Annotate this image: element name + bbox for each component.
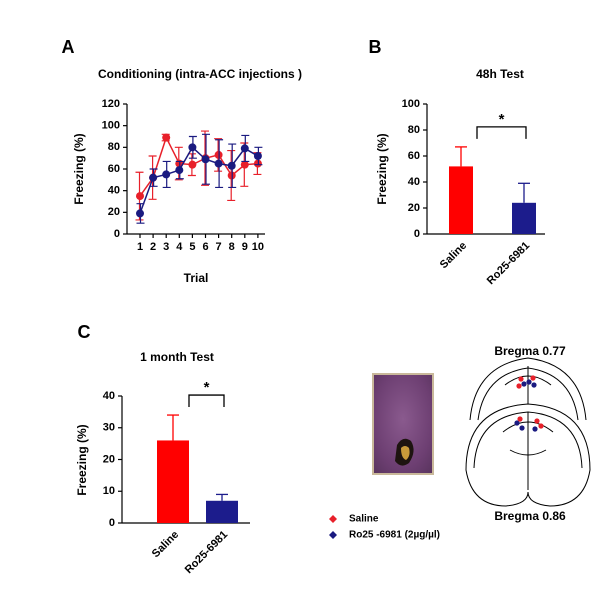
- significance-bracket: [476, 126, 527, 139]
- annotation: *: [499, 111, 505, 128]
- x-tick-label: 10: [252, 241, 264, 253]
- y-tick-label: 20: [103, 453, 115, 465]
- point: [175, 166, 184, 175]
- y-tick-label: 80: [108, 141, 120, 153]
- y-tick-label: 40: [108, 185, 120, 197]
- injection-sites: [514, 375, 544, 432]
- y-tick-label: 0: [414, 228, 420, 240]
- panel-label: B: [369, 37, 382, 57]
- y-tick-label: 100: [102, 120, 120, 132]
- series-line: [139, 135, 258, 197]
- y-tick-label: 100: [402, 98, 420, 110]
- legend-marker: [329, 531, 337, 539]
- y-tick-label: 120: [102, 98, 120, 110]
- x-tick-label: 9: [242, 241, 248, 253]
- bar: [449, 166, 473, 234]
- bar: [157, 440, 189, 523]
- y-tick-label: 80: [408, 124, 420, 136]
- chart-title: 48h Test: [476, 67, 524, 81]
- legend-label: Saline: [349, 514, 379, 525]
- x-tick-label: 2: [150, 241, 156, 253]
- y-tick-label: 20: [408, 202, 420, 214]
- panel-label: A: [62, 37, 75, 57]
- y-tick-label: 0: [109, 517, 115, 529]
- bar: [206, 500, 238, 523]
- y-tick-label: 40: [103, 390, 115, 402]
- x-tick-label: Ro25-6981: [485, 240, 532, 287]
- point: [136, 192, 144, 201]
- y-tick-label: 60: [108, 163, 120, 175]
- point: [162, 133, 171, 142]
- chart-title: Conditioning (intra-ACC injections ): [98, 67, 302, 81]
- point: [201, 155, 210, 164]
- point: [227, 161, 236, 170]
- annotation: *: [204, 379, 210, 396]
- legend: Saline Ro25 -6981 (2µg/µl): [329, 514, 440, 541]
- point: [214, 159, 223, 168]
- point: [188, 143, 197, 152]
- bar: [512, 202, 536, 234]
- x-tick-label: 1: [137, 241, 143, 253]
- y-tick-label: 0: [114, 228, 120, 240]
- x-axis-label: Trial: [184, 271, 209, 285]
- point: [136, 209, 144, 218]
- bregma-label: Bregma 0.86: [494, 509, 566, 523]
- point: [149, 173, 158, 182]
- chart-title: 1 month Test: [140, 350, 214, 364]
- y-axis-label: Freezing (%): [72, 133, 86, 204]
- bregma-label: Bregma 0.77: [494, 344, 566, 358]
- y-tick-label: 60: [408, 150, 420, 162]
- y-axis-label: Freezing (%): [75, 424, 89, 495]
- y-tick-label: 10: [103, 485, 115, 497]
- x-tick-label: 7: [216, 241, 222, 253]
- x-tick-label: 6: [202, 241, 208, 253]
- x-tick-label: 4: [176, 241, 183, 253]
- point: [162, 170, 171, 179]
- x-tick-label: 8: [229, 241, 235, 253]
- x-tick-label: 3: [163, 241, 169, 253]
- x-tick-label: 5: [189, 241, 195, 253]
- point: [240, 144, 249, 153]
- y-tick-label: 20: [108, 206, 120, 218]
- y-axis-label: Freezing (%): [375, 133, 389, 204]
- y-tick-label: 40: [408, 176, 420, 188]
- legend-label: Ro25 -6981 (2µg/µl): [349, 530, 440, 541]
- series-line: [139, 146, 259, 214]
- point: [188, 160, 197, 169]
- point: [240, 160, 249, 169]
- x-tick-label: Saline: [438, 240, 469, 271]
- significance-bracket: [188, 394, 225, 408]
- brain-sections: [465, 357, 591, 507]
- y-tick-label: 30: [103, 422, 115, 434]
- x-tick-label: Ro25-6981: [183, 529, 230, 576]
- histology-image: [372, 373, 434, 475]
- panel-label: C: [78, 322, 91, 342]
- point: [253, 152, 262, 160]
- x-tick-label: Saline: [150, 529, 181, 560]
- legend-marker: [329, 515, 337, 523]
